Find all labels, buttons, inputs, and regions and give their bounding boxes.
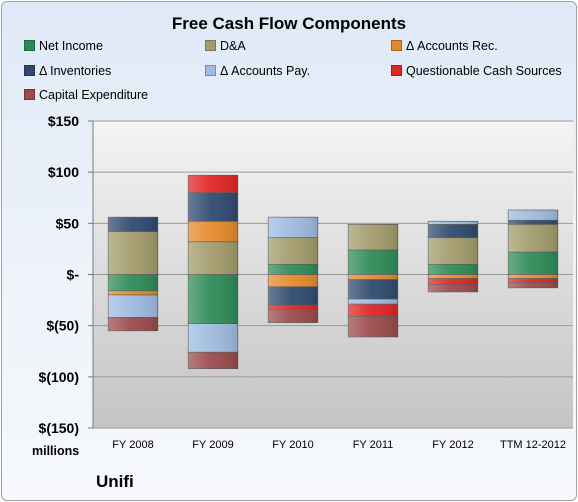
y-tick-label: $- [67, 267, 80, 283]
bar-shine [188, 323, 238, 353]
x-tick-label: TTM 12-2012 [500, 439, 566, 451]
bar-shine [348, 224, 398, 250]
bar-shine [508, 210, 558, 221]
bar-shine [508, 224, 558, 252]
bar-shine [108, 317, 158, 331]
legend-swatch [391, 40, 402, 51]
y-tick-label: $50 [56, 215, 80, 231]
y-tick-label: $(100) [39, 369, 79, 385]
legend-item: Δ Inventories [24, 64, 111, 78]
x-tick-label: FY 2008 [112, 439, 153, 451]
bar-shine [188, 352, 238, 369]
bar-shine [188, 221, 238, 242]
x-tick-label: FY 2009 [192, 439, 233, 451]
bar-shine [348, 316, 398, 337]
y-tick-label: $(50) [46, 318, 79, 334]
bar-shine [348, 304, 398, 317]
bar-shine [428, 274, 478, 279]
legend-label: Δ Accounts Rec. [406, 39, 498, 53]
y-tick-label: $100 [48, 164, 79, 180]
bar-shine [108, 231, 158, 275]
y-tick-label: $(150) [39, 420, 79, 436]
bar-shine [108, 290, 158, 295]
legend-item: D&A [205, 39, 246, 53]
bar-shine [348, 249, 398, 275]
bar-shine [108, 294, 158, 318]
legend-swatch [205, 65, 216, 76]
bar-shine [428, 237, 478, 265]
bar-shine [428, 221, 478, 225]
bar-shine [348, 279, 398, 300]
bar-shine [428, 224, 478, 238]
bar-shine [508, 274, 558, 279]
bar-shine [188, 192, 238, 222]
bar-shine [508, 282, 558, 288]
x-tick-label: FY 2010 [272, 439, 313, 451]
legend-label: Δ Inventories [39, 64, 112, 78]
legend-label: Net Income [39, 39, 103, 53]
company-label: Unifi [96, 472, 134, 491]
bar-shine [108, 217, 158, 232]
bar-shine [268, 274, 318, 287]
legend-label: Capital Expenditure [39, 88, 149, 102]
legend-label: Questionable Cash Sources [406, 64, 562, 78]
bar-shine [188, 241, 238, 275]
bar-shine [348, 299, 398, 305]
legend-swatch [24, 89, 35, 100]
chart-title: Free Cash Flow Components [171, 14, 407, 33]
legend-item: Capital Expenditure [24, 88, 148, 102]
legend-item: Questionable Cash Sources [391, 64, 562, 78]
legend-item: Δ Accounts Pay. [205, 64, 310, 78]
bar-shine [268, 305, 318, 310]
bar-shine [508, 251, 558, 275]
legend-swatch [24, 40, 35, 51]
bar-shine [268, 264, 318, 275]
bar-shine [268, 309, 318, 323]
legend-swatch [205, 40, 216, 51]
bar-shine [188, 274, 238, 324]
bar-shine [268, 237, 318, 265]
y-tick-label: $150 [48, 113, 79, 129]
legend-label: Δ Accounts Pay. [220, 64, 311, 78]
bar-shine [508, 278, 558, 283]
bar-shine [268, 286, 318, 306]
bar-shine [188, 175, 238, 193]
bar-shine [348, 274, 398, 280]
bar-shine [508, 220, 558, 225]
bar-shine [428, 278, 478, 285]
legend-item: Δ Accounts Rec. [391, 39, 498, 53]
x-tick-label: FY 2011 [353, 439, 394, 451]
legend-swatch [24, 65, 35, 76]
bar-shine [108, 274, 158, 291]
bar-shine [428, 284, 478, 292]
x-tick-label: FY 2012 [432, 439, 473, 451]
legend-swatch [391, 65, 402, 76]
legend-label: D&A [220, 39, 246, 53]
bar-shine [268, 217, 318, 238]
legend-item: Net Income [24, 39, 103, 53]
bar-shine [428, 264, 478, 275]
units-label: millions [32, 444, 80, 458]
